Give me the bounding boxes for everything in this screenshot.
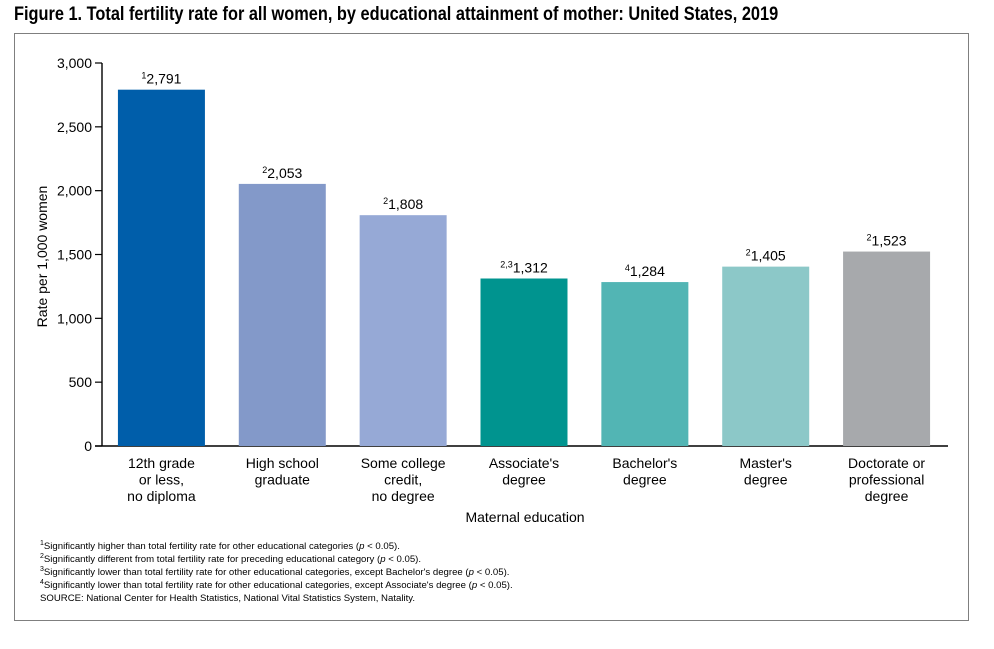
bar-value-label: 41,284 xyxy=(625,263,665,279)
footnote-2: 2Significantly different from total fert… xyxy=(40,553,422,565)
footnote-4: 4Significantly lower than total fertilit… xyxy=(40,579,513,591)
source-note: SOURCE: National Center for Health Stati… xyxy=(40,593,416,604)
bar xyxy=(843,251,931,446)
footnote-1: 1Significantly higher than total fertili… xyxy=(40,540,400,552)
bar-value-label: 2,31,312 xyxy=(500,260,548,276)
x-tick-label: Bachelor's degree xyxy=(612,455,677,488)
y-tick-label: 1,500 xyxy=(57,247,92,263)
bar xyxy=(117,89,205,446)
bar-value-label: 21,405 xyxy=(746,248,786,264)
y-tick-label: 2,000 xyxy=(57,183,92,199)
y-axis-label: Rate per 1,000 women xyxy=(34,186,50,328)
bar-value-label: 21,808 xyxy=(383,196,423,212)
footnote-3: 3Significantly lower than total fertilit… xyxy=(40,566,510,578)
bar-value-label: 22,053 xyxy=(262,165,302,181)
bar xyxy=(601,282,689,446)
footnotes: 1Significantly higher than total fertili… xyxy=(40,540,513,605)
bar xyxy=(480,278,568,446)
bar xyxy=(359,215,447,446)
y-tick-label: 1,000 xyxy=(57,310,92,326)
y-tick-label: 500 xyxy=(69,374,93,390)
figure-title: Figure 1. Total fertility rate for all w… xyxy=(14,4,779,25)
x-tick-label: Doctorate or professional degree xyxy=(848,455,925,504)
y-tick-label: 0 xyxy=(84,438,92,454)
x-tick-label: High school graduate xyxy=(246,455,319,488)
y-tick-label: 2,500 xyxy=(57,119,92,135)
bar xyxy=(238,183,326,446)
y-tick-label: 3,000 xyxy=(57,55,92,71)
bar-value-label: 21,523 xyxy=(867,233,907,249)
x-tick-label: Associate's degree xyxy=(489,455,559,488)
x-tick-label: 12th grade or less, no diploma xyxy=(127,455,196,504)
x-tick-label: Master's degree xyxy=(739,455,791,488)
bar xyxy=(722,266,810,446)
figure-frame xyxy=(14,33,969,621)
x-tick-label: Some college credit, no degree xyxy=(361,455,446,504)
x-axis-label: Maternal education xyxy=(465,509,584,525)
bar-value-label: 12,791 xyxy=(141,71,181,87)
